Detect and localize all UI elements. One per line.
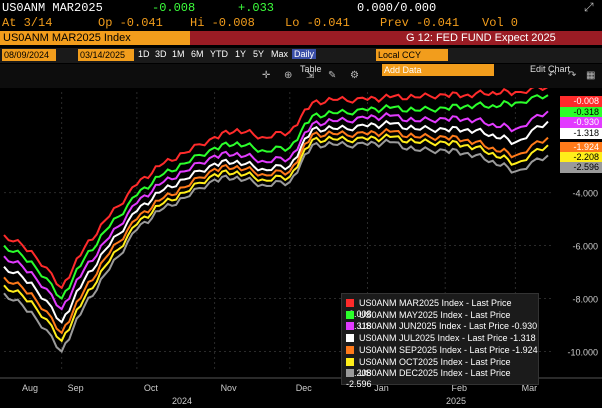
period-3d[interactable]: 3D (155, 49, 167, 59)
period-5y[interactable]: 5Y (253, 49, 265, 59)
x-month-label: Sep (68, 383, 84, 393)
last-value-badge-0: -0.008 (560, 96, 602, 107)
legend-swatch (346, 369, 354, 378)
table-button[interactable]: Table (300, 64, 322, 74)
currency-select[interactable]: Local CCY (376, 49, 448, 61)
security-title-bar[interactable]: US0ANM MAR2025 Index (0, 31, 178, 45)
legend-label: US0ANM MAY2025 Index - Last Price -0.318 (346, 309, 511, 331)
legend-item-0[interactable]: US0ANM MAR2025 Index - Last Price -0.008 (346, 298, 538, 319)
end-date-field[interactable]: 03/14/2025 (78, 49, 134, 61)
x-month-label: Aug (22, 383, 38, 393)
pan-icon[interactable]: ⇲ (306, 70, 315, 81)
legend-item-4[interactable]: US0ANM SEP2025 Index - Last Price -1.924 (346, 345, 538, 356)
legend-swatch (346, 310, 354, 319)
annotation-icon[interactable]: ✎ (328, 70, 337, 81)
x-year-label: 2025 (446, 396, 466, 406)
legend-item-1[interactable]: US0ANM MAY2025 Index - Last Price -0.318 (346, 310, 538, 331)
redo-icon[interactable]: ↷ (568, 70, 577, 81)
last-value-badge-4: -1.924 (560, 142, 602, 153)
x-month-label: Nov (221, 383, 238, 393)
last-value-badge-3: -1.318 (560, 128, 602, 139)
period-ytd[interactable]: YTD (210, 49, 228, 59)
legend: US0ANM MAR2025 Index - Last Price -0.008… (341, 293, 539, 389)
last-price: -0.008 (152, 1, 196, 15)
bid-ask: 0.000/0.000 (357, 1, 437, 15)
legend-item-3[interactable]: US0ANM JUL2025 Index - Last Price -1.318 (346, 333, 536, 344)
expand-icon[interactable]: ⤢ (584, 0, 594, 14)
open-value: Op -0.041 (98, 16, 163, 30)
add-data-field[interactable]: Add Data (382, 64, 494, 76)
legend-item-6[interactable]: US0ANM DEC2025 Index - Last Price -2.596 (346, 368, 538, 389)
legend-label: US0ANM MAR2025 Index - Last Price -0.008 (346, 298, 512, 319)
series-line-5 (3, 133, 549, 343)
x-month-label: Oct (144, 383, 159, 393)
y-tick-label: -8.000 (572, 295, 598, 305)
price-change: +.033 (238, 1, 275, 15)
title-dropdown-gap (178, 31, 190, 45)
legend-item-2[interactable]: US0ANM JUN2025 Index - Last Price -0.930 (346, 321, 537, 332)
zoom-icon[interactable]: ⊕ (284, 70, 293, 81)
function-title: G 12: FED FUND Expect 2025 (406, 32, 556, 44)
legend-swatch (346, 345, 354, 354)
chart-toolbar: ✛ ⊕ ⇲ ✎ ⚙ ↶ ↷ ▦ (0, 64, 602, 88)
volume-value: Vol 0 (482, 16, 519, 30)
x-month-label: Jan (374, 383, 389, 393)
edit-chart-button[interactable]: Edit Chart (530, 64, 571, 74)
series-line-6 (3, 138, 549, 354)
prev-value: Prev -0.041 (380, 16, 460, 30)
quote-bar: US0ANM MAR2025 -0.008 +.033 0.000/0.000 … (0, 0, 602, 16)
stats-row: At 3/14 Op -0.041 Hi -0.008 Lo -0.041 Pr… (0, 16, 602, 30)
legend-label: US0ANM JUL2025 Index - Last Price -1.318 (359, 333, 536, 344)
x-month-label: Mar (522, 383, 538, 393)
high-value: Hi -0.008 (190, 16, 255, 30)
period-6m[interactable]: 6M (191, 49, 204, 59)
frequency-select[interactable]: Daily (292, 49, 317, 59)
security-title: US0ANM MAR2025 Index (3, 32, 131, 44)
period-1d[interactable]: 1D (138, 49, 150, 59)
grid-icon[interactable]: ▦ (586, 70, 596, 81)
legend-label: US0ANM DEC2025 Index - Last Price -2.596 (346, 368, 511, 390)
y-tick-label: -4.000 (572, 189, 598, 199)
series-line-2 (3, 110, 549, 311)
crosshair-icon[interactable]: ✛ (262, 70, 271, 81)
period-max[interactable]: Max (271, 49, 289, 59)
period-1m[interactable]: 1M (172, 49, 185, 59)
ticker: US0ANM MAR2025 (2, 1, 103, 15)
legend-swatch (346, 322, 354, 331)
y-tick-label: -10.000 (567, 347, 598, 357)
legend-swatch (346, 334, 354, 343)
series-line-1 (3, 94, 549, 301)
last-value-badge-2: -0.930 (560, 117, 602, 128)
legend-swatch (346, 357, 354, 366)
legend-swatch (346, 299, 354, 307)
function-title-bar: G 12: FED FUND Expect 2025 (190, 31, 602, 45)
undo-icon[interactable]: ↶ (548, 70, 557, 81)
start-date-field[interactable]: 08/09/2024 (2, 49, 56, 61)
legend-label: US0ANM SEP2025 Index - Last Price -1.924 (359, 344, 538, 355)
legend-label: US0ANM OCT2025 Index - Last Price -2.208 (346, 356, 511, 378)
y-tick-label: -6.000 (572, 242, 598, 252)
last-value-badge-6: -2.596 (560, 162, 602, 173)
x-year-label: 2024 (172, 396, 192, 406)
legend-item-5[interactable]: US0ANM OCT2025 Index - Last Price -2.208 (346, 357, 538, 378)
last-value-badge-5: -2.208 (560, 152, 602, 163)
series-line-0 (3, 88, 549, 290)
settings-icon[interactable]: ⚙ (350, 70, 359, 81)
x-month-label: Dec (296, 383, 313, 393)
last-value-badge-1: -0.318 (560, 107, 602, 118)
period-1y[interactable]: 1Y (235, 49, 247, 59)
controls-bar: 08/09/2024 03/14/2025 1D 3D 1M 6M YTD 1Y… (0, 48, 602, 63)
legend-label: US0ANM JUN2025 Index - Last Price -0.930 (359, 321, 538, 332)
x-month-label: Feb (451, 383, 467, 393)
series-line-3 (3, 119, 549, 324)
series-line-4 (3, 127, 549, 335)
at-date: At 3/14 (2, 16, 53, 30)
low-value: Lo -0.041 (285, 16, 350, 30)
